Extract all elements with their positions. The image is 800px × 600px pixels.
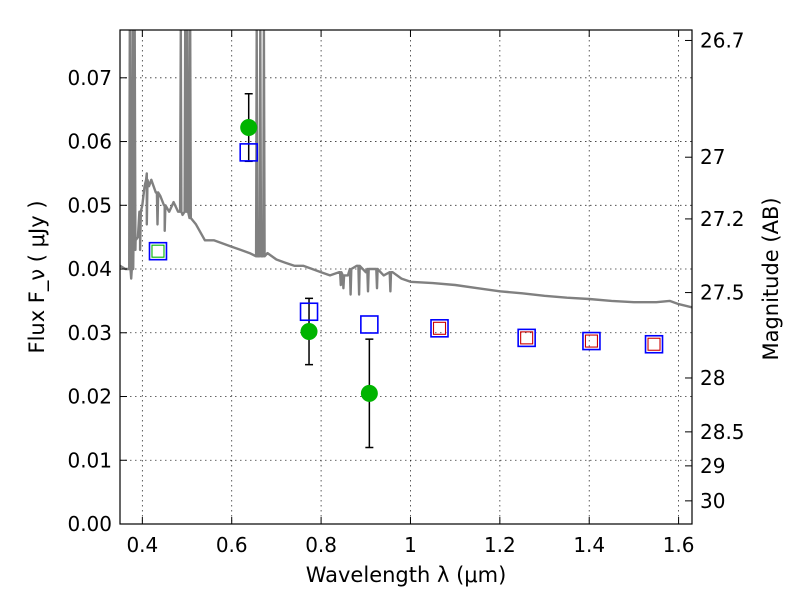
right-axis-label: Magnitude (AB)	[759, 197, 783, 360]
model-square	[299, 302, 319, 322]
right-tick-label: 28.5	[700, 420, 745, 444]
right-tick-label: 27.2	[700, 207, 745, 231]
model-square	[430, 319, 449, 338]
right-tick-label: 26.7	[700, 28, 745, 52]
x-tick-label: 0.8	[305, 533, 337, 557]
right-axis-ticks: 26.7 27 27.2 27.5 28 28.5 29 30	[685, 28, 745, 513]
model-square	[517, 328, 536, 348]
inner-square	[151, 244, 165, 258]
inner-square	[520, 331, 534, 345]
y-axis-label: Flux F_ν ( μJy )	[25, 200, 50, 353]
observed-point	[360, 384, 378, 402]
x-tick-label: 0.4	[126, 533, 158, 557]
y-tick-label: 0.05	[67, 193, 112, 217]
grid	[120, 30, 692, 524]
right-tick-label: 28	[700, 366, 725, 390]
observed-point	[240, 119, 258, 137]
right-tick-label: 30	[700, 489, 725, 513]
x-tick-label: 1	[404, 533, 417, 557]
plot-area	[120, 30, 692, 524]
x-axis-ticks: 0.4 0.6 0.8 1 1.2 1.4 1.6	[126, 30, 695, 557]
x-axis-label: Wavelength λ (μm)	[306, 563, 507, 587]
inner-square	[647, 337, 661, 351]
model-square	[239, 143, 258, 162]
x-tick-label: 1.2	[484, 533, 516, 557]
y-axis-ticks: 0.00 0.01 0.02 0.03 0.04 0.05 0.06 0.07	[67, 66, 127, 536]
y-tick-label: 0.01	[67, 448, 112, 472]
right-tick-label: 29	[700, 454, 725, 478]
x-tick-label: 1.4	[573, 533, 605, 557]
right-tick-label: 27.5	[700, 281, 745, 305]
inner-square	[584, 334, 599, 348]
model-square	[644, 334, 664, 354]
x-tick-label: 0.6	[216, 533, 248, 557]
y-tick-label: 0.00	[67, 512, 112, 536]
x-tick-label: 1.6	[663, 533, 695, 557]
plot-frame	[119, 29, 693, 525]
y-tick-label: 0.03	[67, 321, 112, 345]
model-square	[360, 315, 379, 334]
y-tick-label: 0.06	[67, 130, 112, 154]
model-square	[582, 331, 601, 351]
right-tick-label: 27	[700, 145, 725, 169]
y-tick-label: 0.04	[67, 257, 112, 281]
y-tick-label: 0.02	[67, 385, 112, 409]
inner-square	[432, 321, 447, 335]
y-tick-label: 0.07	[67, 66, 112, 90]
data-markers	[148, 119, 664, 402]
observed-point	[300, 322, 318, 340]
model-square	[148, 241, 168, 261]
